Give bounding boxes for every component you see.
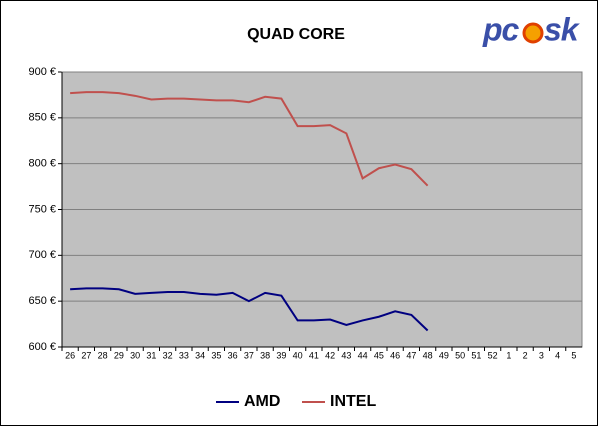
x-tick-label: 38: [260, 350, 270, 360]
y-tick-label: 900 €: [28, 66, 56, 78]
x-tick-label: 51: [471, 350, 481, 360]
legend-label: INTEL: [330, 393, 376, 410]
y-tick-label: 850 €: [28, 112, 56, 124]
logo-text: sk: [544, 11, 581, 47]
x-tick-label: 40: [293, 350, 303, 360]
x-tick-label: 46: [390, 350, 400, 360]
legend-label: AMD: [244, 393, 280, 410]
x-tick-label: 37: [244, 350, 254, 360]
y-tick-label: 650 €: [28, 295, 56, 307]
x-tick-label: 3: [539, 350, 544, 360]
x-tick-label: 33: [179, 350, 189, 360]
x-tick-label: 1: [506, 350, 511, 360]
x-tick-label: 42: [325, 350, 335, 360]
logo-flame: [522, 22, 544, 44]
x-tick-label: 52: [488, 350, 498, 360]
series-line: [70, 91, 429, 187]
y-tick-label: 750 €: [28, 203, 56, 215]
x-tick-label: 43: [341, 350, 351, 360]
x-tick-label: 2: [523, 350, 528, 360]
logo: pc sk: [482, 11, 582, 47]
x-tick-label: 36: [228, 350, 238, 360]
x-tick-label: 26: [65, 350, 75, 360]
x-tick-label: 30: [130, 350, 140, 360]
x-tick-label: 28: [98, 350, 108, 360]
x-tick-label: 48: [423, 350, 433, 360]
x-tick-label: 39: [276, 350, 286, 360]
x-tick-label: 5: [571, 350, 576, 360]
chart-title: QUAD CORE: [247, 26, 345, 43]
y-tick-label: 800 €: [28, 158, 56, 170]
x-tick-label: 44: [358, 350, 368, 360]
x-tick-label: 32: [163, 350, 173, 360]
series-line: [70, 287, 429, 332]
x-tick-label: 50: [455, 350, 465, 360]
x-tick-label: 35: [211, 350, 221, 360]
x-tick-label: 34: [195, 350, 205, 360]
y-tick-label: 600 €: [28, 341, 56, 353]
x-tick-label: 4: [555, 350, 560, 360]
x-tick-label: 31: [146, 350, 156, 360]
x-tick-label: 45: [374, 350, 384, 360]
x-tick-label: 47: [406, 350, 416, 360]
x-tick-label: 41: [309, 350, 319, 360]
x-tick-label: 27: [81, 350, 91, 360]
y-tick-label: 700 €: [28, 249, 56, 261]
logo-text: pc: [482, 11, 520, 47]
x-tick-label: 49: [439, 350, 449, 360]
x-tick-label: 29: [114, 350, 124, 360]
